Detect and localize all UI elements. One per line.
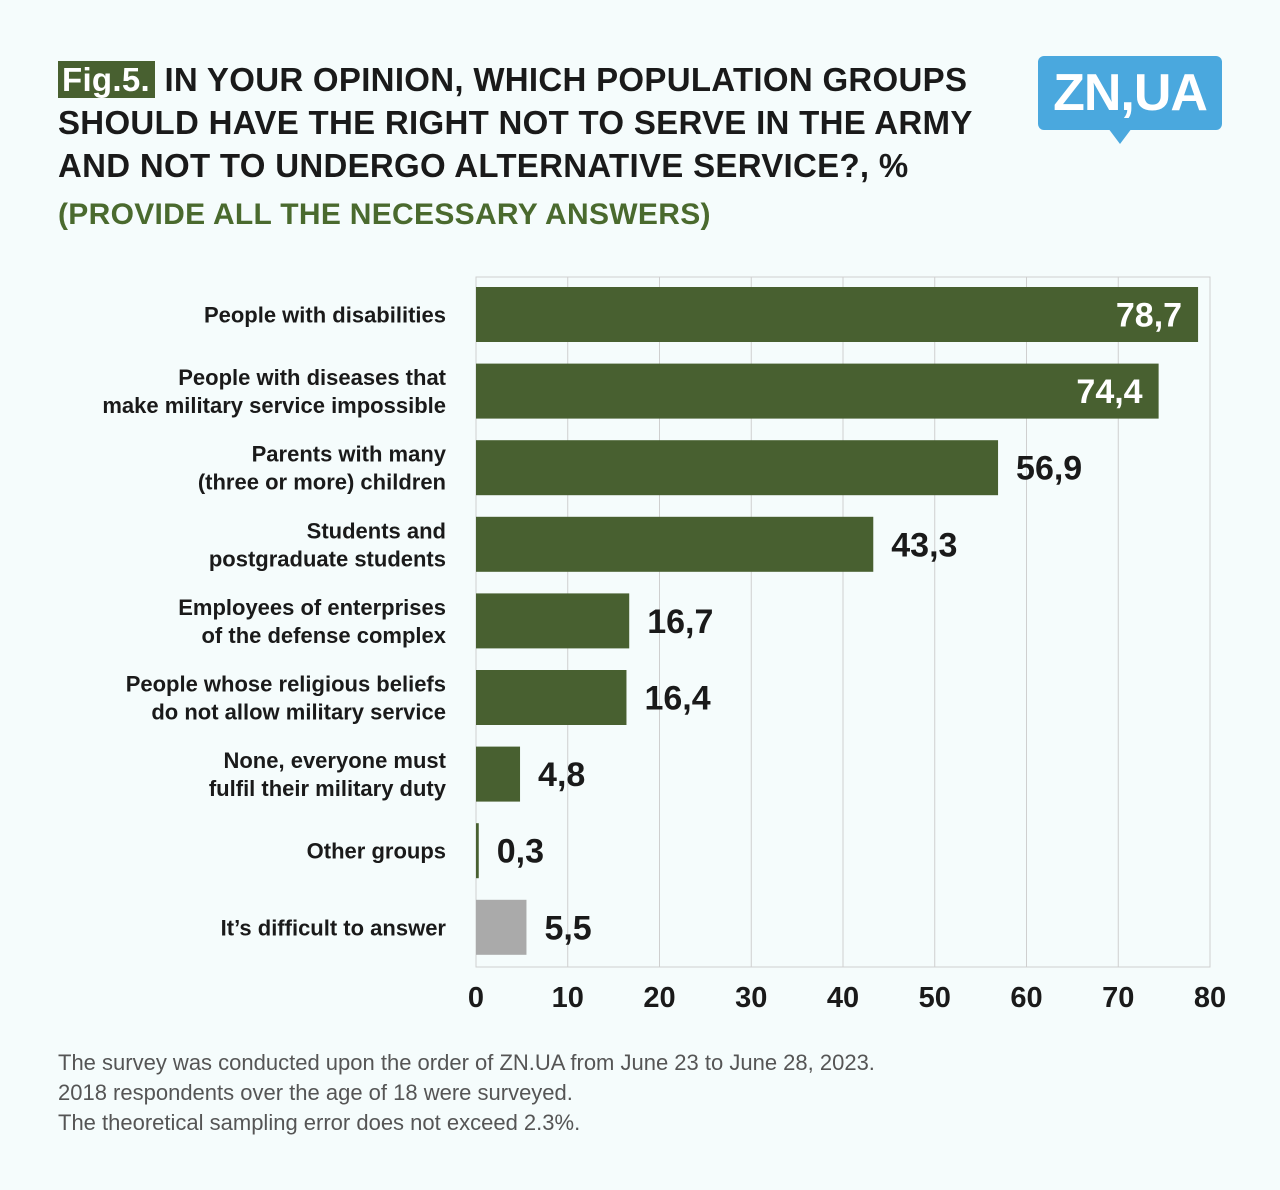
category-label-line: fulfil their military duty bbox=[209, 776, 447, 801]
bar-value-label: 56,9 bbox=[1016, 450, 1082, 488]
category-label: People with disabilities bbox=[204, 303, 446, 328]
category-label-line: postgraduate students bbox=[209, 546, 446, 571]
bar-value-label: 0,3 bbox=[497, 833, 544, 871]
category-label: Other groups bbox=[307, 839, 446, 864]
bar bbox=[476, 287, 1199, 342]
category-label-line: It’s difficult to answer bbox=[221, 915, 447, 940]
bar-value-label: 16,4 bbox=[644, 680, 710, 718]
x-tick-label: 70 bbox=[1102, 982, 1134, 1014]
x-tick-label: 30 bbox=[735, 982, 767, 1014]
category-label: It’s difficult to answer bbox=[221, 915, 447, 940]
footnote: The survey was conducted upon the order … bbox=[58, 1048, 875, 1138]
category-label: People with diseases that make military s… bbox=[102, 365, 446, 418]
bar bbox=[476, 670, 627, 725]
category-label: Employees of enterprises of the defense c… bbox=[178, 595, 447, 648]
category-label-line: make military service impossible bbox=[102, 393, 446, 418]
bar-value-label: 16,7 bbox=[647, 603, 713, 641]
bar bbox=[476, 899, 527, 955]
x-tick-label: 80 bbox=[1194, 982, 1226, 1014]
bar-value-label: 74,4 bbox=[1076, 373, 1142, 411]
category-label-line: Parents with many bbox=[252, 442, 447, 467]
bar bbox=[476, 746, 521, 802]
chart-subtitle: (PROVIDE ALL THE NECESSARY ANSWERS) bbox=[58, 198, 711, 231]
category-label: Parents with many (three or more) childre… bbox=[198, 442, 447, 495]
footnote-line: The theoretical sampling error does not … bbox=[58, 1110, 581, 1135]
category-label-line: do not allow military service bbox=[151, 700, 446, 725]
category-label-line: Employees of enterprises bbox=[178, 595, 446, 620]
brand-logo: ZN,UA bbox=[1038, 56, 1222, 130]
x-tick-label: 40 bbox=[827, 982, 859, 1014]
category-label-line: None, everyone must bbox=[223, 748, 446, 773]
x-tick-label: 0 bbox=[468, 982, 484, 1014]
chart-title: Fig.5. IN YOUR OPINION, WHICH POPULATION… bbox=[58, 58, 1038, 187]
x-tick-label: 10 bbox=[552, 982, 584, 1014]
bar-value-label: 4,8 bbox=[538, 756, 585, 794]
category-label-line: (three or more) children bbox=[198, 470, 446, 495]
bar bbox=[476, 593, 630, 649]
footnote-line: 2018 respondents over the age of 18 were… bbox=[58, 1080, 573, 1105]
bar-value-label: 78,7 bbox=[1116, 297, 1182, 335]
x-tick-label: 50 bbox=[919, 982, 951, 1014]
bar bbox=[476, 823, 479, 879]
bar-value-label: 5,5 bbox=[544, 909, 591, 947]
category-label-line: People with diseases that bbox=[178, 365, 446, 390]
footnote-line: The survey was conducted upon the order … bbox=[58, 1050, 875, 1075]
bar-chart: 0 10 20 30 40 50 60 70 80 78,7 People with disabil… bbox=[102, 276, 1226, 1014]
category-label: None, everyone must fulfil their military… bbox=[209, 748, 447, 801]
bar-value-label: 43,3 bbox=[891, 526, 957, 564]
category-label: Students and postgraduate students bbox=[209, 518, 446, 571]
logo-speech-tail bbox=[1108, 128, 1132, 144]
bar bbox=[476, 440, 999, 496]
figure-title: IN YOUR OPINION, WHICH POPULATION GROUPS… bbox=[58, 61, 973, 184]
bar bbox=[476, 363, 1159, 419]
category-label-line: People with disabilities bbox=[204, 303, 446, 328]
category-label: People whose religious beliefs do not all… bbox=[126, 672, 446, 725]
x-tick-label: 60 bbox=[1010, 982, 1042, 1014]
figure-tag: Fig.5. bbox=[58, 61, 155, 98]
brand-logo-text: ZN,UA bbox=[1053, 64, 1208, 122]
category-label-line: People whose religious beliefs bbox=[126, 672, 446, 697]
category-label-line: of the defense complex bbox=[201, 623, 446, 648]
x-tick-label: 20 bbox=[643, 982, 675, 1014]
bar bbox=[476, 516, 874, 572]
category-label-line: Students and bbox=[307, 518, 446, 543]
category-label-line: Other groups bbox=[307, 839, 446, 864]
